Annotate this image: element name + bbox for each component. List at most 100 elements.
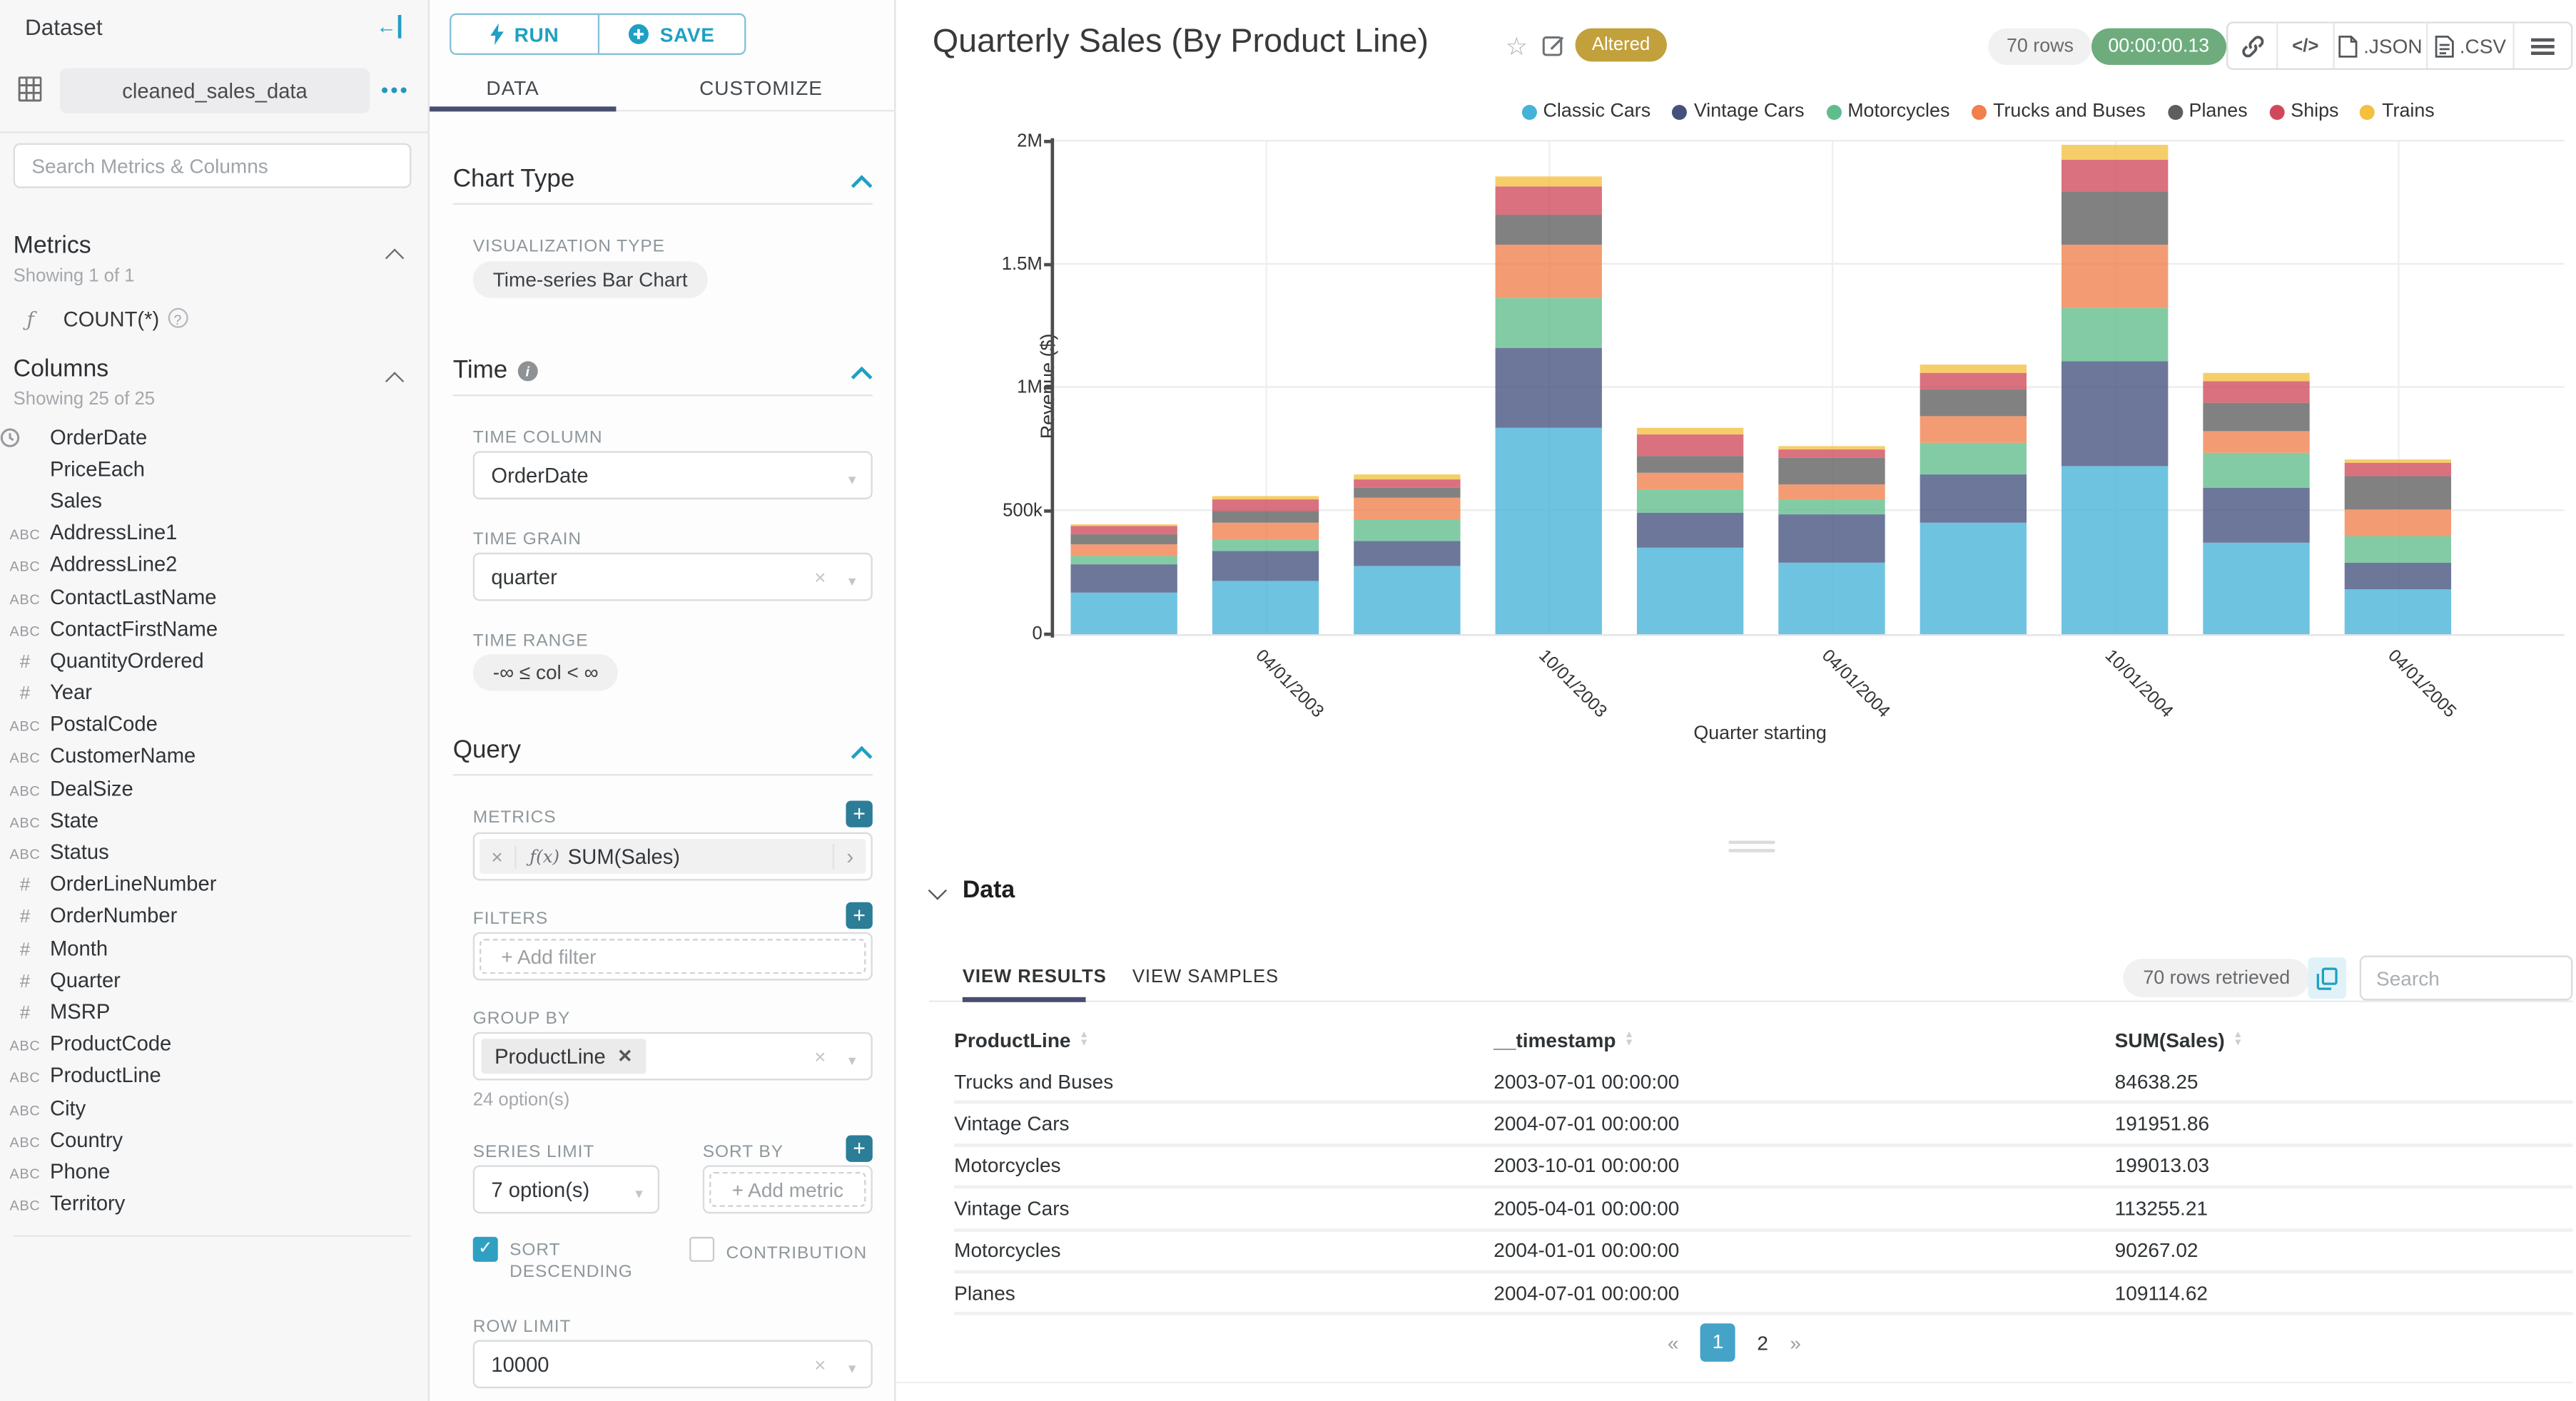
bar-segment-motorcycles[interactable] — [1919, 442, 2026, 476]
bar-segment-classic-cars[interactable] — [1211, 581, 1319, 635]
bar-segment-classic-cars[interactable] — [2060, 465, 2168, 635]
add-filter-dropzone[interactable]: + Add filter — [480, 939, 866, 974]
column-item[interactable]: ABC ProductCode — [0, 1028, 430, 1060]
column-item[interactable]: ABC ContactLastName — [0, 581, 430, 613]
section-collapse-icon[interactable] — [851, 745, 873, 768]
remove-metric-icon[interactable]: × — [480, 845, 517, 868]
bar-segment-classic-cars[interactable] — [1778, 561, 1885, 635]
bar-segment-vintage-cars[interactable] — [1778, 514, 1885, 562]
bar-segment-trains[interactable] — [1778, 446, 1885, 449]
bar-segment-trucks-and-buses[interactable] — [1636, 473, 1743, 490]
bar-segment-trucks-and-buses[interactable] — [1070, 544, 1177, 556]
column-header-SUM(Sales)[interactable]: SUM(Sales) ▲ ▼ — [2114, 1029, 2243, 1052]
bar-segment-motorcycles[interactable] — [1778, 499, 1885, 515]
legend-item[interactable]: Motorcycles — [1825, 101, 1949, 121]
column-item[interactable]: # Quarter — [0, 964, 430, 997]
embed-code-button[interactable]: </> — [2278, 23, 2335, 68]
bar-2003-07-01[interactable] — [1353, 141, 1460, 635]
bar-segment-ships[interactable] — [1353, 479, 1460, 489]
run-button[interactable]: RUN — [451, 15, 597, 54]
bar-segment-ships[interactable] — [2343, 463, 2450, 477]
bar-segment-vintage-cars[interactable] — [1211, 551, 1319, 582]
section-collapse-icon[interactable] — [851, 175, 873, 197]
bar-segment-ships[interactable] — [1494, 186, 1601, 215]
bar-2004-10-01[interactable] — [2060, 141, 2168, 635]
bar-segment-trucks-and-buses[interactable] — [1919, 416, 2026, 443]
section-collapse-icon[interactable] — [851, 366, 873, 388]
bar-segment-trains[interactable] — [1494, 175, 1601, 187]
column-item[interactable]: Sales — [0, 485, 430, 517]
column-item[interactable]: ABC State — [0, 805, 430, 837]
add-sort-metric-button[interactable]: + — [846, 1135, 873, 1162]
column-item[interactable]: # OrderLineNumber — [0, 868, 430, 900]
copy-link-button[interactable] — [2228, 23, 2278, 68]
add-metric-button[interactable]: + — [846, 800, 873, 827]
bar-segment-planes[interactable] — [1778, 458, 1885, 486]
bar-segment-classic-cars[interactable] — [1070, 591, 1177, 635]
bar-segment-trucks-and-buses[interactable] — [2343, 508, 2450, 536]
bar-2005-04-01[interactable] — [2343, 141, 2450, 635]
resize-handle[interactable] — [1728, 840, 1775, 855]
bar-segment-ships[interactable] — [2202, 381, 2309, 403]
visualization-type-value[interactable]: Time-series Bar Chart — [472, 261, 708, 298]
legend-item[interactable]: Trains — [2360, 101, 2435, 121]
bar-segment-planes[interactable] — [1211, 510, 1319, 524]
chevron-right-icon[interactable]: › — [832, 844, 866, 870]
columns-collapse-icon[interactable] — [385, 372, 405, 391]
column-item[interactable]: ABC ContactFirstName — [0, 613, 430, 645]
bar-segment-motorcycles[interactable] — [1494, 298, 1601, 347]
bar-segment-ships[interactable] — [1778, 449, 1885, 459]
bar-segment-trains[interactable] — [2343, 458, 2450, 464]
legend-item[interactable]: Vintage Cars — [1672, 101, 1805, 121]
legend-item[interactable]: Ships — [2268, 101, 2338, 121]
column-item[interactable]: # Year — [0, 677, 430, 709]
data-search-input[interactable] — [2359, 955, 2573, 1001]
search-metrics-columns-input[interactable] — [13, 143, 412, 188]
column-item[interactable]: ABC PostalCode — [0, 708, 430, 740]
favorite-star-icon[interactable]: ☆ — [1505, 33, 1528, 62]
bar-segment-trains[interactable] — [1353, 474, 1460, 479]
bar-segment-classic-cars[interactable] — [2343, 589, 2450, 635]
column-item[interactable]: OrderDate — [0, 421, 430, 453]
bar-segment-vintage-cars[interactable] — [1919, 475, 2026, 523]
time-column-select[interactable]: OrderDate ▾ — [472, 451, 873, 500]
bar-segment-vintage-cars[interactable] — [2343, 561, 2450, 590]
metric-chip[interactable]: × ƒ(x) SUM(Sales) › — [480, 839, 866, 875]
tab-customize[interactable]: CUSTOMIZE — [699, 76, 823, 101]
bar-segment-trains[interactable] — [1636, 427, 1743, 434]
bar-segment-ships[interactable] — [1070, 526, 1177, 534]
bar-segment-trains[interactable] — [1211, 496, 1319, 500]
sort-descending-checkbox[interactable]: ✓ — [472, 1236, 498, 1262]
column-item[interactable]: ABC DealSize — [0, 773, 430, 805]
bar-segment-vintage-cars[interactable] — [1353, 540, 1460, 566]
contribution-checkbox[interactable] — [689, 1236, 715, 1262]
column-item[interactable]: ABC ProductLine — [0, 1060, 430, 1092]
bar-segment-classic-cars[interactable] — [1353, 565, 1460, 635]
series-limit-select[interactable]: 7 option(s) ▾ — [472, 1165, 660, 1214]
bar-2004-07-01[interactable] — [1919, 141, 2026, 635]
tab-view-results[interactable]: VIEW RESULTS — [962, 967, 1107, 987]
column-header-ProductLine[interactable]: ProductLine ▲ ▼ — [954, 1029, 1090, 1052]
bar-segment-ships[interactable] — [1211, 499, 1319, 511]
bar-segment-vintage-cars[interactable] — [1494, 347, 1601, 429]
clear-icon[interactable]: × — [814, 1045, 826, 1069]
bar-2004-01-01[interactable] — [1636, 141, 1743, 635]
bar-segment-planes[interactable] — [1494, 214, 1601, 245]
bar-segment-planes[interactable] — [1353, 488, 1460, 499]
pagination-next[interactable]: » — [1790, 1330, 1801, 1355]
bar-segment-planes[interactable] — [1636, 457, 1743, 474]
bar-segment-motorcycles[interactable] — [2343, 536, 2450, 562]
column-item[interactable]: PriceEach — [0, 453, 430, 485]
bar-segment-trains[interactable] — [2202, 373, 2309, 382]
metric-item[interactable]: ƒ COUNT(*)? — [0, 305, 430, 335]
bar-segment-trucks-and-buses[interactable] — [2060, 245, 2168, 309]
tab-view-samples[interactable]: VIEW SAMPLES — [1132, 967, 1279, 987]
column-item[interactable]: ABC Country — [0, 1124, 430, 1156]
time-grain-select[interactable]: quarter × ▾ — [472, 552, 873, 601]
remove-chip-icon[interactable]: ✕ — [617, 1046, 633, 1067]
bar-segment-planes[interactable] — [2202, 402, 2309, 431]
bar-segment-vintage-cars[interactable] — [2060, 360, 2168, 466]
clear-icon[interactable]: × — [814, 566, 826, 590]
dataset-name[interactable]: cleaned_sales_data — [60, 68, 370, 113]
chart-menu-button[interactable] — [2515, 24, 2571, 68]
